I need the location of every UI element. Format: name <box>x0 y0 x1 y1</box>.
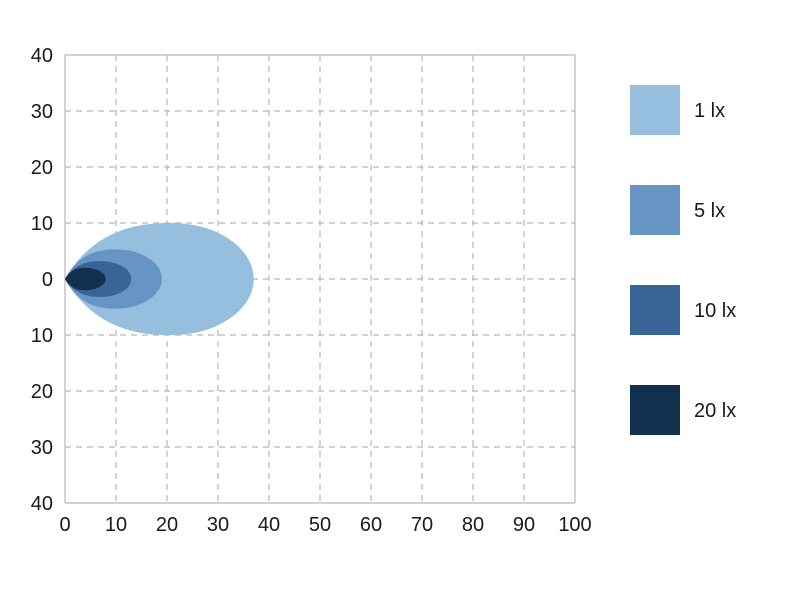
x-tick-label: 70 <box>411 514 433 536</box>
y-tick-label: 40 <box>31 45 53 67</box>
x-tick-label: 30 <box>207 514 229 536</box>
y-tick-label: 30 <box>31 437 53 459</box>
y-tick-label: 0 <box>42 269 53 291</box>
y-tick-label: 10 <box>31 213 53 235</box>
x-tick-label: 40 <box>258 514 280 536</box>
isolux-chart: 0102030405060708090100403020100102030401… <box>0 0 800 600</box>
x-tick-label: 60 <box>360 514 382 536</box>
x-tick-label: 90 <box>513 514 535 536</box>
legend-swatch <box>630 285 680 335</box>
legend-swatch <box>630 385 680 435</box>
x-tick-label: 50 <box>309 514 331 536</box>
legend-swatch <box>630 85 680 135</box>
legend-swatch <box>630 185 680 235</box>
x-tick-label: 10 <box>105 514 127 536</box>
y-tick-label: 20 <box>31 381 53 403</box>
x-tick-label: 100 <box>558 514 591 536</box>
y-tick-label: 10 <box>31 325 53 347</box>
y-tick-label: 40 <box>31 493 53 515</box>
legend-label: 20 lx <box>694 400 736 422</box>
x-tick-label: 80 <box>462 514 484 536</box>
y-tick-label: 20 <box>31 157 53 179</box>
legend-label: 10 lx <box>694 300 736 322</box>
x-tick-label: 0 <box>59 514 70 536</box>
chart-svg: 0102030405060708090100403020100102030401… <box>0 0 800 600</box>
legend-label: 1 lx <box>694 100 725 122</box>
isolux-contours <box>65 223 254 335</box>
y-tick-label: 30 <box>31 101 53 123</box>
x-tick-label: 20 <box>156 514 178 536</box>
legend: 1 lx 5 lx 10 lx 20 lx <box>630 85 736 435</box>
legend-label: 5 lx <box>694 200 725 222</box>
